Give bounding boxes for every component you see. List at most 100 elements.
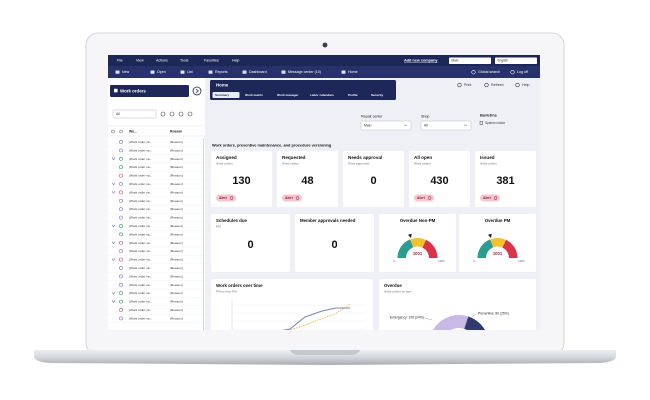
chart-line-pm bbox=[287, 303, 351, 330]
row-name[interactable]: (Work order na... bbox=[129, 165, 152, 169]
summary-card bbox=[475, 151, 536, 207]
row-reason: (Reason) bbox=[170, 190, 183, 194]
work-orders-button[interactable] bbox=[110, 85, 189, 97]
row-icon bbox=[119, 207, 123, 212]
alert-icon bbox=[493, 196, 498, 200]
toolbar-item[interactable]: Reports bbox=[215, 70, 228, 74]
row-name[interactable]: (Work order na... bbox=[129, 190, 152, 194]
alert-icon bbox=[229, 196, 234, 200]
row-name[interactable]: (Work order na... bbox=[129, 174, 152, 178]
row-icon bbox=[119, 190, 123, 195]
menu-item[interactable]: Favorites bbox=[204, 58, 219, 62]
filter-tool[interactable] bbox=[178, 111, 184, 117]
tab[interactable]: Work manager bbox=[277, 93, 299, 97]
row-name[interactable]: (Work order na... bbox=[129, 283, 152, 287]
menu-bar bbox=[108, 55, 540, 66]
row-name[interactable]: (Work order na... bbox=[129, 148, 152, 152]
menu-item[interactable]: Tools bbox=[180, 58, 189, 62]
shop-select[interactable] bbox=[420, 120, 472, 131]
action-icon bbox=[457, 82, 462, 88]
action[interactable]: Print bbox=[464, 83, 471, 87]
toolbar-right-item[interactable]: Log off bbox=[517, 70, 528, 74]
card-subtitle: Work orders bbox=[414, 161, 431, 165]
filter-tool[interactable] bbox=[187, 111, 193, 117]
row-icon bbox=[119, 148, 123, 153]
row-icon bbox=[119, 282, 123, 287]
collapse-button[interactable] bbox=[192, 86, 202, 96]
row-name[interactable]: (Work order na... bbox=[129, 308, 152, 312]
row-name[interactable]: (Work order na... bbox=[129, 258, 152, 262]
bulletin-icon bbox=[479, 121, 483, 125]
toolbar-item[interactable]: Home bbox=[348, 70, 358, 74]
toolbar-icon bbox=[208, 70, 213, 74]
toolbar-item[interactable]: List bbox=[187, 70, 193, 74]
row-name[interactable]: (Work order na... bbox=[129, 300, 152, 304]
row-reason: (Reason) bbox=[170, 274, 183, 278]
row-reason: (Reason) bbox=[170, 224, 183, 228]
row-name[interactable]: (Work order na... bbox=[129, 216, 152, 220]
row-icon bbox=[119, 165, 123, 170]
row-name[interactable]: (Work order na... bbox=[129, 232, 152, 236]
row-name[interactable]: (Work order na... bbox=[129, 249, 152, 253]
tab[interactable]: Labor calendars bbox=[310, 93, 334, 97]
alert-icon bbox=[427, 196, 432, 200]
summary-card bbox=[211, 151, 272, 207]
gauge-title: Overdue PM bbox=[485, 218, 511, 223]
row-name[interactable]: (Work order na... bbox=[129, 291, 152, 295]
row-icon bbox=[119, 299, 123, 304]
language-select[interactable] bbox=[495, 57, 537, 65]
chart-title: Work orders over time bbox=[216, 283, 263, 288]
row-reason: (Reason) bbox=[170, 174, 183, 178]
filter-tool[interactable] bbox=[169, 111, 175, 117]
row-name[interactable]: (Work order na... bbox=[129, 316, 152, 320]
toolbar-item[interactable]: New bbox=[122, 70, 130, 74]
toolbar-item[interactable]: Open bbox=[157, 70, 166, 74]
row-name[interactable]: (Work order na... bbox=[129, 182, 152, 186]
toolbar-icon bbox=[115, 70, 120, 74]
row-name[interactable]: (Work order na... bbox=[129, 140, 152, 144]
toolbar-icon bbox=[180, 70, 185, 74]
row-name[interactable]: (Work order na... bbox=[129, 224, 152, 228]
alert-badge[interactable] bbox=[414, 194, 434, 202]
gauge-band bbox=[477, 239, 494, 258]
tab[interactable]: Security bbox=[371, 93, 383, 97]
row-name[interactable]: (Work order na... bbox=[129, 157, 152, 161]
menu-item[interactable]: File bbox=[117, 58, 123, 62]
summary-card bbox=[211, 214, 290, 272]
menu-item[interactable]: Help bbox=[232, 58, 239, 62]
company-select[interactable] bbox=[449, 57, 491, 65]
alert-badge[interactable] bbox=[282, 194, 302, 202]
action[interactable]: Refresh bbox=[491, 83, 504, 87]
row-name[interactable]: (Work order na... bbox=[129, 266, 152, 270]
donut-title: Overdue bbox=[384, 283, 402, 288]
filter-select[interactable] bbox=[112, 109, 157, 119]
select-caret bbox=[463, 124, 468, 127]
tab[interactable]: Summary bbox=[215, 93, 229, 97]
toolbar-right-item[interactable]: Global search bbox=[478, 70, 500, 74]
menu-item[interactable]: View bbox=[136, 58, 144, 62]
row-name[interactable]: (Work order na... bbox=[129, 241, 152, 245]
alert-badge[interactable] bbox=[216, 194, 236, 202]
row-name[interactable]: (Work order na... bbox=[129, 199, 152, 203]
menu-item[interactable]: Actions bbox=[156, 58, 168, 62]
donut-label: Preventive: 80 (25%) bbox=[478, 311, 509, 315]
button-icon bbox=[114, 88, 118, 93]
bulletin-item[interactable]: System notice bbox=[485, 121, 505, 125]
toolbar-item[interactable]: Dashboard bbox=[249, 70, 267, 74]
add-company-link[interactable]: Add new company bbox=[404, 59, 438, 63]
row-name[interactable]: (Work order na... bbox=[129, 207, 152, 211]
toolbar-item[interactable]: Message center (10) bbox=[288, 70, 321, 74]
action[interactable]: Help bbox=[522, 83, 529, 87]
row-name[interactable]: (Work order na... bbox=[129, 274, 152, 278]
filter-tool[interactable] bbox=[160, 111, 166, 117]
tab[interactable]: Profile bbox=[348, 93, 358, 97]
toolbar-icon bbox=[471, 70, 476, 75]
alert-badge[interactable] bbox=[480, 194, 500, 202]
repair-center-select[interactable] bbox=[360, 120, 412, 131]
tab[interactable]: Work matrix bbox=[245, 93, 263, 97]
row-icon bbox=[119, 274, 123, 279]
row-reason: (Reason) bbox=[170, 241, 183, 245]
row-reason: (Reason) bbox=[170, 216, 183, 220]
work-orders-button-text: Work orders bbox=[120, 88, 146, 93]
gauge-min: 0 bbox=[394, 259, 396, 263]
